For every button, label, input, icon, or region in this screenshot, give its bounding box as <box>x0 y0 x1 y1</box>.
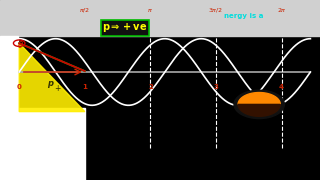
Text: $\mathbf{p \Rightarrow +ve}$: $\mathbf{p \Rightarrow +ve}$ <box>102 21 148 34</box>
Text: $2\pi$: $2\pi$ <box>277 6 286 14</box>
Text: $\pi/2$: $\pi/2$ <box>79 6 90 14</box>
Bar <box>0 0 320 36</box>
Text: 0: 0 <box>17 84 22 90</box>
Circle shape <box>234 90 284 119</box>
Text: nergy is a: nergy is a <box>224 13 263 19</box>
Text: p: p <box>47 79 52 88</box>
Polygon shape <box>238 104 280 116</box>
Text: $\theta$: $\theta$ <box>17 39 24 50</box>
Text: 3: 3 <box>213 84 219 90</box>
Bar <box>0 108 85 180</box>
Text: 2: 2 <box>148 84 153 90</box>
Bar <box>0 36 18 180</box>
Text: +: + <box>54 84 60 93</box>
Text: 1: 1 <box>82 84 87 90</box>
Polygon shape <box>19 43 85 112</box>
Polygon shape <box>238 93 280 104</box>
Text: $3\pi/2$: $3\pi/2$ <box>209 6 223 14</box>
Text: 4: 4 <box>279 84 284 90</box>
Text: $\pi$: $\pi$ <box>148 7 153 14</box>
